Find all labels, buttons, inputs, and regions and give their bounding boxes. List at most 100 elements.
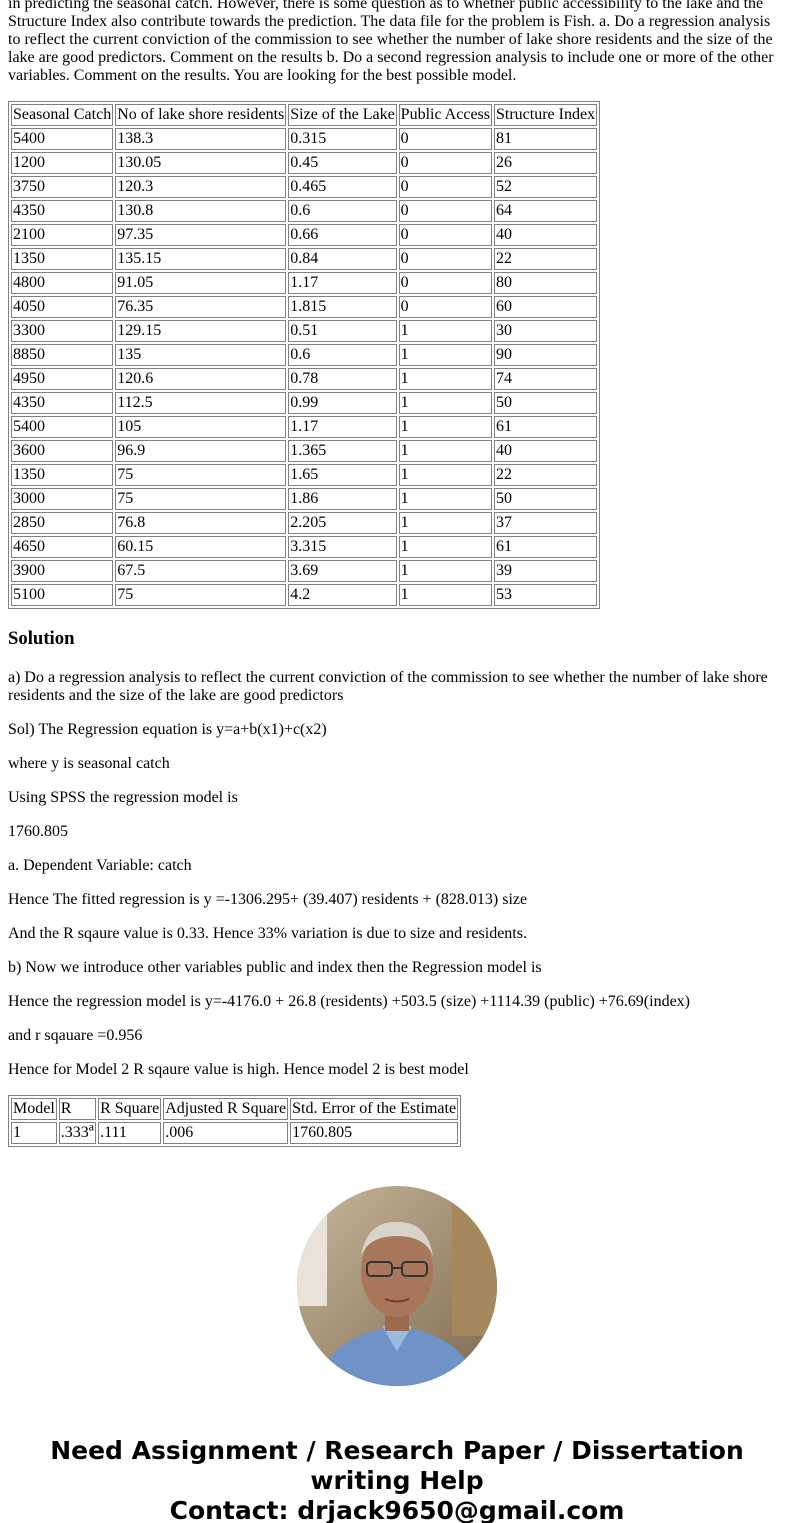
- cell: 120.3: [115, 176, 287, 198]
- cell: 67.5: [115, 560, 287, 582]
- cell: 1: [398, 488, 492, 510]
- cell: 4800: [11, 272, 114, 294]
- row: 5100 75 4.2 1 53: [11, 584, 598, 606]
- cell: 2100: [11, 224, 114, 246]
- cell: 1: [398, 584, 492, 606]
- cell: 1350: [11, 248, 114, 270]
- cell: 0: [398, 200, 492, 222]
- paragraph: Hence the regression model is y=-4176.0 …: [8, 993, 690, 1010]
- cell: 22: [494, 464, 598, 486]
- cell: 3900: [11, 560, 114, 582]
- cell: 135.15: [115, 248, 287, 270]
- cell: 1760.805: [290, 1122, 459, 1144]
- cell: 0.6: [288, 200, 397, 222]
- solution: a) Do a regression analysis to reflect t…: [8, 669, 786, 1079]
- cell: 39: [494, 560, 598, 582]
- cell: 61: [494, 416, 598, 438]
- cell: 3600: [11, 440, 114, 462]
- cell: 90: [494, 344, 598, 366]
- cell: 1.17: [288, 416, 397, 438]
- row: 4800 91.05 1.17 0 80: [11, 272, 598, 294]
- row: 3000 75 1.86 1 50: [11, 488, 598, 510]
- cell: 60.15: [115, 536, 287, 558]
- cell: 1.815: [288, 296, 397, 318]
- cell: 4.2: [288, 584, 397, 606]
- cell: 112.5: [115, 392, 287, 414]
- paragraph: where y is seasonal catch: [8, 755, 170, 772]
- paragraph: And the R sqaure value is 0.33. Hence 33…: [8, 925, 527, 942]
- paragraph: Using SPSS the regression model is: [8, 789, 238, 806]
- cell: 0: [398, 248, 492, 270]
- cell: 1: [398, 320, 492, 342]
- row: 4350 112.5 0.99 1 50: [11, 392, 598, 414]
- row: 1.333a .111.006 1760.805: [11, 1121, 459, 1144]
- paragraph: Hence for Model 2 R sqaure value is high…: [8, 1061, 469, 1078]
- footer-line: Need Assignment / Research Paper / Disse…: [50, 1436, 744, 1495]
- header-cell: R Square: [98, 1098, 162, 1120]
- model-table: Model R R Square Adjusted R Square Std. Erro…: [8, 1095, 462, 1147]
- header-cell: R: [58, 1098, 97, 1120]
- row: 4350 130.8 0.6 0 64: [11, 200, 598, 222]
- data-table: Seasonal Catch No of lake shore residents…: [8, 101, 601, 609]
- row: 3300 129.15 0.51 1 30: [11, 320, 598, 342]
- cell: 1: [398, 440, 492, 462]
- cell: 53: [494, 584, 598, 606]
- cell: 75: [115, 464, 287, 486]
- footer: Need Assignment / Research Paper / Disse…: [8, 1436, 786, 1523]
- cell: 105: [115, 416, 287, 438]
- cell: 1: [11, 1122, 57, 1144]
- cell: 40: [494, 224, 598, 246]
- cell: 26: [494, 152, 598, 174]
- cell: 3300: [11, 320, 114, 342]
- paragraph: Sol) The Regression equation is y=a+b(x1…: [8, 721, 327, 738]
- cell: 1350: [11, 464, 114, 486]
- cell: 1.86: [288, 488, 397, 510]
- row: 5400 138.3 0.315 0 81: [11, 128, 598, 150]
- cell: 37: [494, 512, 598, 534]
- cell: 80: [494, 272, 598, 294]
- cell: 120.6: [115, 368, 287, 390]
- cell: 76.8: [115, 512, 287, 534]
- cell: 0: [398, 272, 492, 294]
- header-row: Seasonal Catch No of lake shore residents…: [11, 104, 598, 126]
- cell: 5100: [11, 584, 114, 606]
- row: 3900 67.5 3.69 1 39: [11, 560, 598, 582]
- header-cell: Std. Error of the Estimate: [290, 1098, 459, 1120]
- cell: 0.6: [288, 344, 397, 366]
- intro: The commission is convinced that the num…: [8, 0, 774, 84]
- header-cell: Seasonal Catch: [11, 104, 114, 126]
- cell: 1: [398, 344, 492, 366]
- cell: 3.69: [288, 560, 397, 582]
- row: 1350 75 1.65 1 22: [11, 464, 598, 486]
- cell: 2.205: [288, 512, 397, 534]
- cell: 1.17: [288, 272, 397, 294]
- row: 2850 76.8 2.205 1 37: [11, 512, 598, 534]
- cell: 0.66: [288, 224, 397, 246]
- cell: 129.15: [115, 320, 287, 342]
- cell: 30: [494, 320, 598, 342]
- cell: 74: [494, 368, 598, 390]
- cell: .333a: [58, 1121, 97, 1144]
- author-photo: [297, 1186, 497, 1386]
- cell: 130.05: [115, 152, 287, 174]
- paragraph: and r sqauare =0.956: [8, 1027, 143, 1044]
- cell: 3750: [11, 176, 114, 198]
- row: 4650 60.15 3.315 1 61: [11, 536, 598, 558]
- heading: Solution: [8, 628, 75, 649]
- r-value: .333: [60, 1124, 89, 1141]
- header-cell: Structure Index: [494, 104, 598, 126]
- cell: 0.78: [288, 368, 397, 390]
- cell: 5400: [11, 128, 114, 150]
- row: 1200 130.05 0.45 0 26: [11, 152, 598, 174]
- cell: 4350: [11, 200, 114, 222]
- paragraph: a) Do a regression analysis to reflect t…: [8, 669, 768, 704]
- cell: 50: [494, 392, 598, 414]
- cell: 130.8: [115, 200, 287, 222]
- cell: 0: [398, 296, 492, 318]
- paragraph: 1760.805: [8, 823, 68, 840]
- cell: 76.35: [115, 296, 287, 318]
- row: 2100 97.35 0.66 0 40: [11, 224, 598, 246]
- cell: 97.35: [115, 224, 287, 246]
- cell: 8850: [11, 344, 114, 366]
- cell: 1.65: [288, 464, 397, 486]
